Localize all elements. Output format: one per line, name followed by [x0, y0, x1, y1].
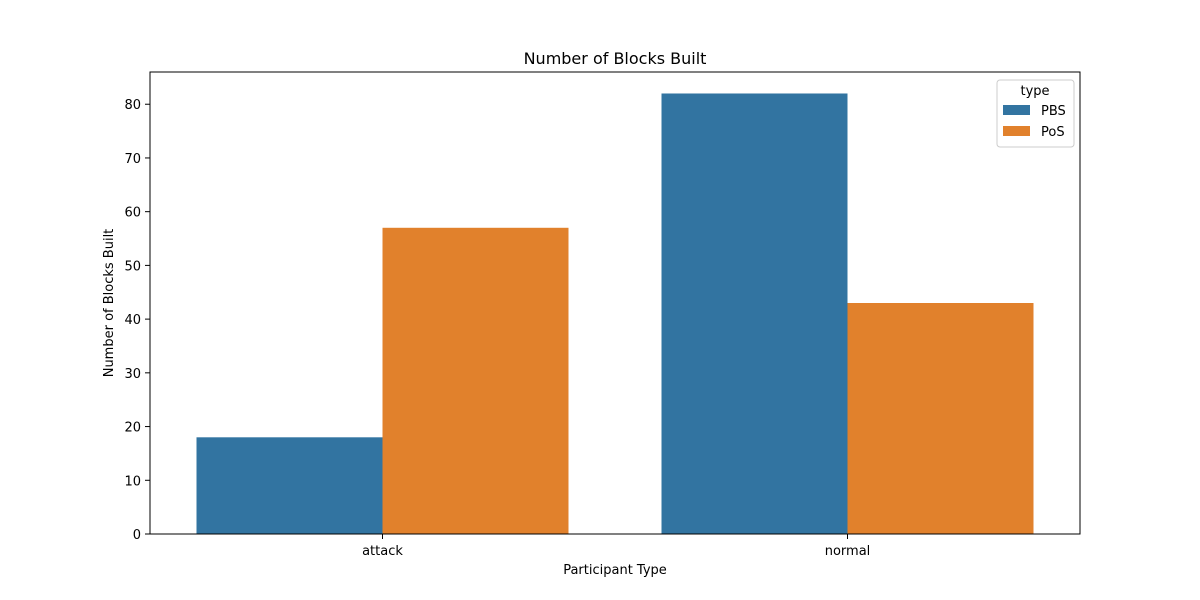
- legend-label-pos: PoS: [1041, 125, 1065, 140]
- bar-pbs-normal: [661, 93, 848, 534]
- y-tick-label: 50: [124, 259, 141, 274]
- y-tick-label: 30: [124, 367, 141, 382]
- y-tick-label: 20: [124, 421, 141, 436]
- y-tick-label: 10: [124, 474, 141, 489]
- bar-pos-normal: [847, 303, 1034, 534]
- y-tick-label: 40: [124, 313, 141, 328]
- legend: type PBS PoS: [996, 79, 1075, 148]
- bar-pbs-attack: [196, 437, 383, 534]
- legend-title: type: [1020, 84, 1049, 99]
- x-tick-label: normal: [825, 544, 871, 559]
- y-axis-label: Number of Blocks Built: [102, 229, 117, 378]
- chart-title: Number of Blocks Built: [524, 49, 707, 68]
- x-tick-label: attack: [362, 544, 403, 559]
- legend-swatch-pos: [1003, 126, 1030, 136]
- y-tick-label: 60: [124, 206, 141, 221]
- x-axis-label: Participant Type: [563, 563, 667, 578]
- bars-group: [196, 93, 1034, 534]
- legend-swatch-pbs: [1003, 105, 1030, 115]
- legend-label-pbs: PBS: [1041, 104, 1066, 119]
- plot-frame: [149, 71, 1081, 535]
- bar-pos-attack: [382, 227, 569, 534]
- y-tick-label: 80: [124, 98, 141, 113]
- y-tick-label: 0: [133, 528, 141, 543]
- x-axis: attack normal: [362, 534, 870, 559]
- y-axis: 0 10 20 30 40 50 60 70 80: [124, 98, 150, 543]
- y-tick-label: 70: [124, 152, 141, 167]
